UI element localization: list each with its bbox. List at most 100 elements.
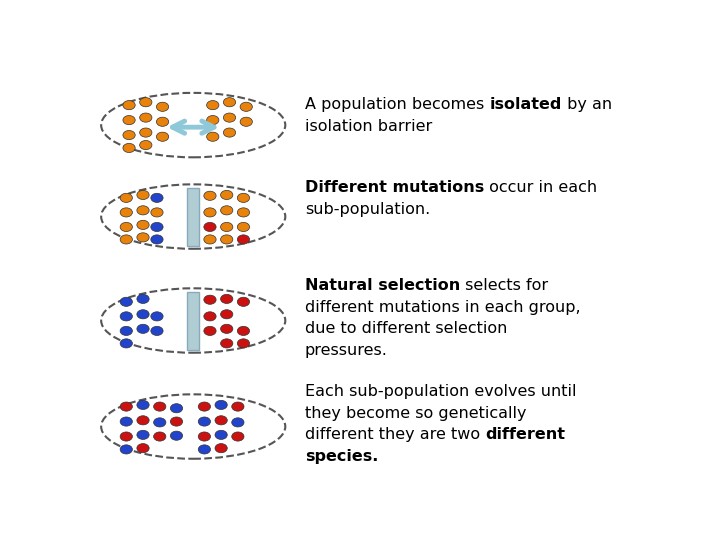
Bar	[187, 292, 199, 349]
Circle shape	[171, 431, 183, 440]
Circle shape	[204, 295, 216, 305]
Text: they become so genetically: they become so genetically	[305, 406, 526, 421]
Circle shape	[198, 417, 210, 426]
Text: isolation barrier: isolation barrier	[305, 119, 432, 133]
Text: selects for: selects for	[460, 278, 548, 293]
Circle shape	[137, 443, 149, 453]
Circle shape	[207, 100, 219, 110]
Circle shape	[223, 113, 235, 122]
Circle shape	[171, 404, 183, 413]
Circle shape	[123, 116, 135, 125]
Circle shape	[120, 297, 132, 306]
Circle shape	[120, 326, 132, 335]
Circle shape	[215, 430, 228, 440]
Circle shape	[204, 326, 216, 335]
Circle shape	[137, 233, 149, 242]
Circle shape	[207, 116, 219, 125]
Circle shape	[120, 235, 132, 244]
Circle shape	[140, 98, 152, 107]
Circle shape	[220, 235, 233, 244]
Circle shape	[220, 191, 233, 199]
Circle shape	[204, 222, 216, 232]
Circle shape	[204, 191, 216, 200]
Circle shape	[137, 400, 149, 409]
Text: by an: by an	[562, 97, 612, 112]
Circle shape	[215, 416, 228, 425]
Circle shape	[120, 445, 132, 454]
Circle shape	[238, 339, 250, 348]
Text: due to different selection: due to different selection	[305, 321, 507, 336]
Circle shape	[153, 418, 166, 427]
Text: isolated: isolated	[489, 97, 562, 112]
Circle shape	[232, 432, 244, 441]
Circle shape	[120, 339, 132, 348]
Circle shape	[232, 418, 244, 427]
Circle shape	[238, 297, 250, 306]
Circle shape	[171, 417, 183, 426]
Circle shape	[215, 400, 228, 409]
Circle shape	[137, 324, 149, 333]
Circle shape	[223, 98, 235, 107]
Circle shape	[198, 445, 210, 454]
Circle shape	[238, 193, 250, 202]
Circle shape	[232, 402, 244, 411]
Bar	[187, 187, 199, 246]
Text: sub-population.: sub-population.	[305, 202, 430, 217]
Circle shape	[150, 193, 163, 202]
Text: Natural selection: Natural selection	[305, 278, 460, 293]
Circle shape	[140, 140, 152, 150]
Circle shape	[120, 193, 132, 202]
Circle shape	[204, 235, 216, 244]
Text: species.: species.	[305, 449, 378, 464]
Circle shape	[137, 416, 149, 425]
Text: A population becomes: A population becomes	[305, 97, 489, 112]
Text: different mutations in each group,: different mutations in each group,	[305, 300, 580, 314]
Circle shape	[150, 312, 163, 321]
Circle shape	[153, 402, 166, 411]
Circle shape	[140, 113, 152, 122]
Circle shape	[240, 102, 253, 111]
Circle shape	[137, 220, 149, 230]
Circle shape	[238, 235, 250, 244]
Circle shape	[220, 310, 233, 319]
Circle shape	[123, 131, 135, 140]
Circle shape	[198, 432, 210, 441]
Text: Each sub-population evolves until: Each sub-population evolves until	[305, 384, 576, 399]
Circle shape	[153, 432, 166, 441]
Circle shape	[204, 312, 216, 321]
Circle shape	[204, 208, 216, 217]
Circle shape	[156, 117, 168, 126]
Circle shape	[137, 310, 149, 319]
Circle shape	[123, 100, 135, 110]
Circle shape	[120, 402, 132, 411]
Circle shape	[137, 430, 149, 440]
Text: pressures.: pressures.	[305, 343, 387, 358]
Circle shape	[220, 206, 233, 215]
Circle shape	[207, 132, 219, 141]
Text: different they are two: different they are two	[305, 427, 485, 442]
Circle shape	[137, 294, 149, 303]
Text: different: different	[485, 427, 565, 442]
Circle shape	[156, 102, 168, 111]
Circle shape	[150, 222, 163, 232]
Circle shape	[215, 443, 228, 453]
Circle shape	[238, 222, 250, 232]
Circle shape	[120, 222, 132, 232]
Circle shape	[120, 417, 132, 426]
Circle shape	[220, 324, 233, 333]
Circle shape	[240, 117, 253, 126]
Circle shape	[150, 235, 163, 244]
Text: occur in each: occur in each	[484, 180, 597, 195]
Text: Different mutations: Different mutations	[305, 180, 484, 195]
Circle shape	[223, 128, 235, 137]
Circle shape	[156, 132, 168, 141]
Circle shape	[137, 206, 149, 215]
Circle shape	[150, 326, 163, 335]
Circle shape	[238, 208, 250, 217]
Circle shape	[120, 312, 132, 321]
Circle shape	[220, 339, 233, 348]
Circle shape	[220, 294, 233, 303]
Circle shape	[123, 144, 135, 152]
Circle shape	[238, 326, 250, 335]
Circle shape	[120, 208, 132, 217]
